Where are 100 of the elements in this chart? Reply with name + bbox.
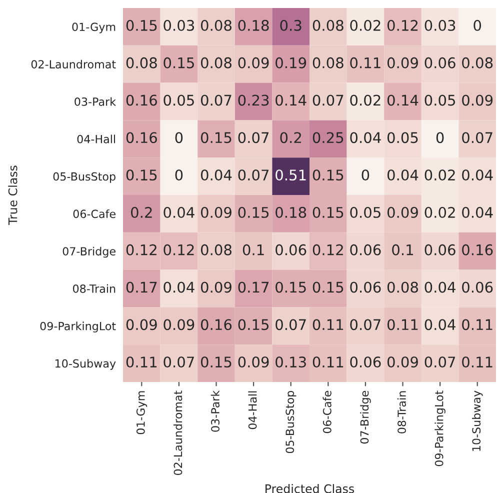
data-label: 0.05 [350, 206, 380, 218]
data-label: 0.07 [238, 132, 269, 144]
data-label: 0.09 [462, 94, 493, 106]
y-tick-label: 01-Gym [72, 22, 116, 34]
data-label: 0.05 [387, 132, 418, 144]
y-tick-label: 06-Cafe [73, 209, 116, 218]
data-label: 0.11 [387, 319, 418, 330]
x-tick-label: 09-ParkingLot [434, 390, 446, 466]
data-label: 0.18 [238, 20, 269, 31]
data-label: 0.06 [462, 282, 493, 293]
data-label: 0.02 [350, 20, 380, 31]
data-label: 0.08 [126, 57, 157, 68]
data-label: 0.17 [238, 282, 269, 293]
data-label: 0.12 [164, 244, 194, 256]
data-label: 0.07 [424, 356, 456, 368]
x-tick-label: 03-Park [210, 390, 220, 432]
x-tick-label: 10-Subway [472, 390, 483, 451]
x-tick-label: 05-BusStop [286, 390, 296, 454]
data-label: 0.1 [242, 244, 264, 256]
data-label: 0.09 [387, 356, 418, 368]
data-label: 0.12 [387, 20, 418, 31]
data-label: 0.15 [238, 206, 269, 218]
data-label: 0.14 [387, 94, 418, 106]
data-label: 0.09 [200, 282, 232, 293]
data-label: 0.19 [276, 57, 306, 68]
x-tick-label: 07-Bridge [360, 390, 371, 444]
x-tick-label: 08-Train [397, 391, 406, 434]
data-label: 0.09 [238, 57, 269, 68]
y-tick-label: 07-Bridge [62, 246, 116, 258]
data-label: 0.17 [126, 282, 157, 293]
y-tick-label: 02-Laundromat [31, 60, 116, 68]
data-label: 0.06 [424, 244, 456, 256]
data-label: 0.08 [312, 20, 344, 31]
data-label: 0.09 [238, 356, 269, 368]
data-label: 0.14 [276, 94, 306, 106]
data-label: 0.09 [164, 319, 194, 330]
data-label: 0.02 [424, 170, 455, 181]
data-label: 0.16 [126, 94, 157, 106]
data-label: 0.07 [164, 356, 194, 368]
data-label: 0.23 [238, 94, 269, 106]
data-label: 0.15 [238, 319, 269, 330]
data-label: 0.03 [424, 20, 456, 31]
data-label: 0.04 [387, 170, 418, 181]
data-label: 0.08 [200, 20, 232, 31]
data-label: 0.11 [312, 356, 344, 368]
data-label: 0.16 [462, 244, 493, 256]
data-label: 0.15 [164, 57, 194, 68]
data-label: 0.04 [462, 170, 493, 181]
x-axis-title: Predicted Class [266, 484, 354, 493]
y-tick-label: 09-ParkingLot [40, 322, 116, 332]
y-tick-label: 08-Train [73, 284, 116, 293]
data-label: 0.15 [276, 282, 306, 293]
data-label: 0.04 [200, 170, 232, 181]
data-label: 0.05 [424, 94, 456, 106]
data-label: 0.13 [276, 356, 306, 368]
x-tick-label: 06-Cafe [322, 390, 332, 434]
data-label: 0.07 [462, 132, 492, 144]
x-tick-label: 04-Hall [248, 391, 257, 430]
data-label: 0.04 [164, 206, 194, 218]
data-label: 0 [175, 132, 183, 144]
data-label: 0.15 [312, 282, 344, 293]
data-label: 0.15 [126, 20, 157, 31]
data-label: 0.15 [200, 132, 232, 144]
data-label: 0.05 [164, 94, 194, 106]
data-label: 0 [474, 20, 482, 31]
data-label: 0.09 [126, 319, 157, 330]
y-tick-label: 05-BusStop [53, 172, 116, 183]
data-label: 0.09 [387, 206, 418, 218]
data-label: 0.07 [238, 170, 269, 181]
data-label: 0.06 [276, 244, 306, 256]
data-label: 0.02 [424, 206, 455, 218]
data-label: 0.04 [424, 282, 456, 293]
data-label: 0.09 [387, 57, 418, 68]
data-label: 0.06 [350, 356, 381, 368]
data-label: 0.03 [164, 20, 194, 31]
data-label: 0.08 [312, 57, 344, 68]
data-label: 0.06 [350, 282, 381, 293]
data-label: 0.04 [164, 282, 194, 293]
x-tick-label: 01-Gym [136, 391, 148, 434]
data-label: 0.1 [392, 244, 413, 256]
data-label: 0.2 [131, 206, 152, 218]
data-label: 0.16 [200, 319, 232, 330]
data-label: 0.11 [350, 57, 380, 68]
data-label: 0.04 [424, 319, 456, 330]
y-tick-label: 10-Subway [56, 359, 116, 370]
data-label: 0.15 [200, 356, 232, 368]
y-axis-title: True Class [8, 166, 18, 225]
data-label: 0.3 [280, 20, 302, 31]
y-tick-label: 04-Hall [77, 134, 116, 144]
x-tick-label: 02-Laundromat [174, 390, 182, 475]
data-label: 0.25 [312, 132, 344, 144]
data-label: 0.16 [126, 132, 157, 144]
data-label: 0.08 [387, 282, 418, 293]
y-tick-label: 03-Park [74, 97, 116, 106]
data-label: 0.07 [200, 94, 232, 106]
data-label: 0.15 [312, 170, 344, 181]
data-label: 0.11 [462, 319, 492, 330]
data-label: 0 [436, 132, 444, 144]
data-label: 0.08 [200, 244, 232, 256]
data-label: 0.15 [312, 206, 344, 218]
